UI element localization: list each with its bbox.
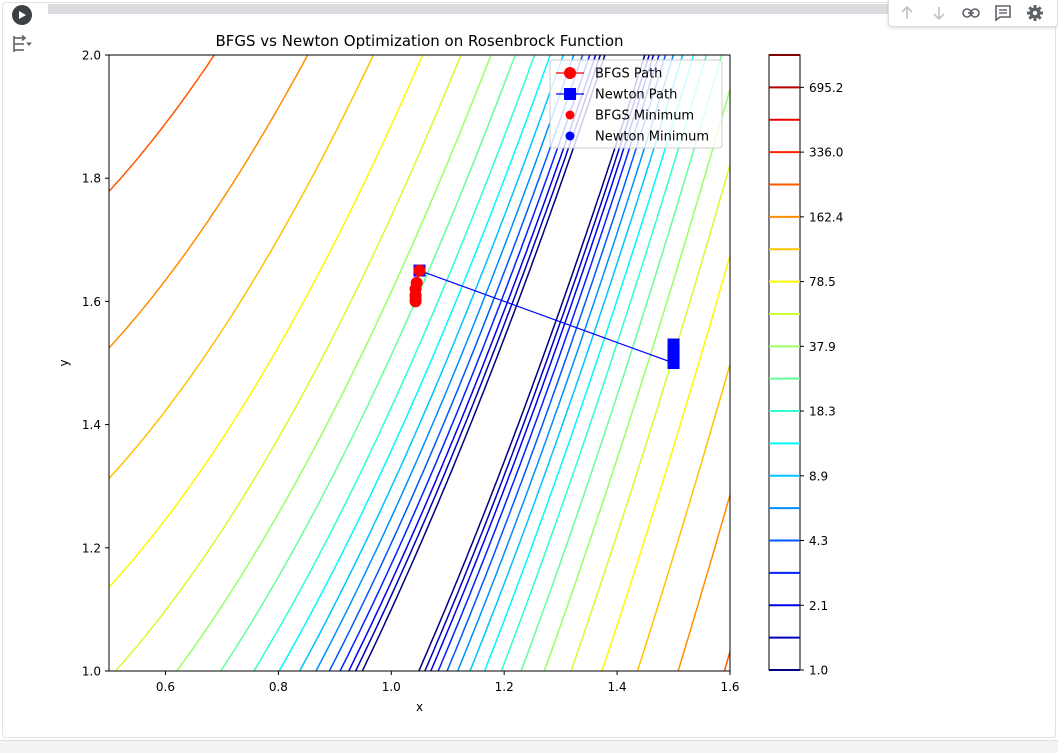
legend-label-bfgs-minimum: BFGS Minimum [595,109,694,124]
colorbar: 1.0 2.1 4.3 8.9 18.3 37.9 78.5 162.4 336.0 695.2 [769,55,843,678]
contour-line [300,55,564,671]
contour-line [177,55,491,671]
newton-path-point [668,339,680,351]
legend-label-newton-path: Newton Path [595,88,677,103]
colorbar-tick-label: 8.9 [809,469,828,483]
y-axis: 1.0 1.2 1.4 1.6 1.8 2.0 [82,49,109,679]
x-axis-label: x [416,700,423,714]
legend-marker-dot [566,132,575,141]
contour-line [0,55,57,671]
y-tick-label: 1.4 [82,418,101,432]
y-tick-label: 1.2 [82,541,101,555]
colorbar-tick-label: 162.4 [809,210,843,224]
x-tick-label: 1.2 [495,680,514,694]
x-axis: 0.6 0.8 1.0 1.2 1.4 1.6 [156,671,740,694]
contour-line [903,55,1042,671]
chart-title: BFGS vs Newton Optimization on Rosenbroc… [215,32,623,50]
y-tick-label: 2.0 [82,49,101,63]
colorbar-tick-label: 1.0 [809,664,828,678]
legend-marker-dot [566,111,575,120]
contour-line [0,55,308,671]
contour-line [116,55,461,671]
x-tick-label: 1.0 [382,680,401,694]
x-tick-label: 1.4 [608,680,627,694]
x-tick-label: 0.6 [156,680,175,694]
minimum-point [411,297,420,306]
minimum-point [669,359,678,368]
colorbar-tick-label: 2.1 [809,599,828,613]
y-tick-label: 1.8 [82,172,101,186]
colorbar-tick-label: 4.3 [809,534,828,548]
contour-line [979,55,1058,671]
legend: BFGS Path Newton Path BFGS Minimum Newto… [550,60,722,148]
contour-line [221,55,515,671]
colorbar-tick-label: 18.3 [809,405,836,419]
y-tick-label: 1.6 [82,295,101,309]
legend-label-newton-minimum: Newton Minimum [595,130,709,145]
legend-marker-circle [564,67,576,79]
contour-line [836,55,983,671]
bfgs-path-point [414,265,426,277]
colorbar-tick-label: 695.2 [809,81,843,95]
contour-line [0,55,373,671]
legend-marker-square [564,88,576,100]
contour-lines [0,55,1058,671]
colorbar-frame [769,55,800,670]
colorbar-tick-label: 37.9 [809,340,836,354]
contour-line [254,55,535,671]
legend-label-bfgs-path: BFGS Path [595,67,662,82]
contour-line [0,55,214,671]
contour-line [725,55,888,671]
colorbar-tick-label: 78.5 [809,275,836,289]
contour-line [329,55,582,671]
x-tick-label: 1.6 [720,680,739,694]
colorbar-tick-label: 336.0 [809,146,843,160]
y-axis-label: y [57,359,71,366]
y-tick-label: 1.0 [82,665,101,679]
x-tick-label: 0.8 [269,680,288,694]
bottom-bar [0,740,1058,753]
